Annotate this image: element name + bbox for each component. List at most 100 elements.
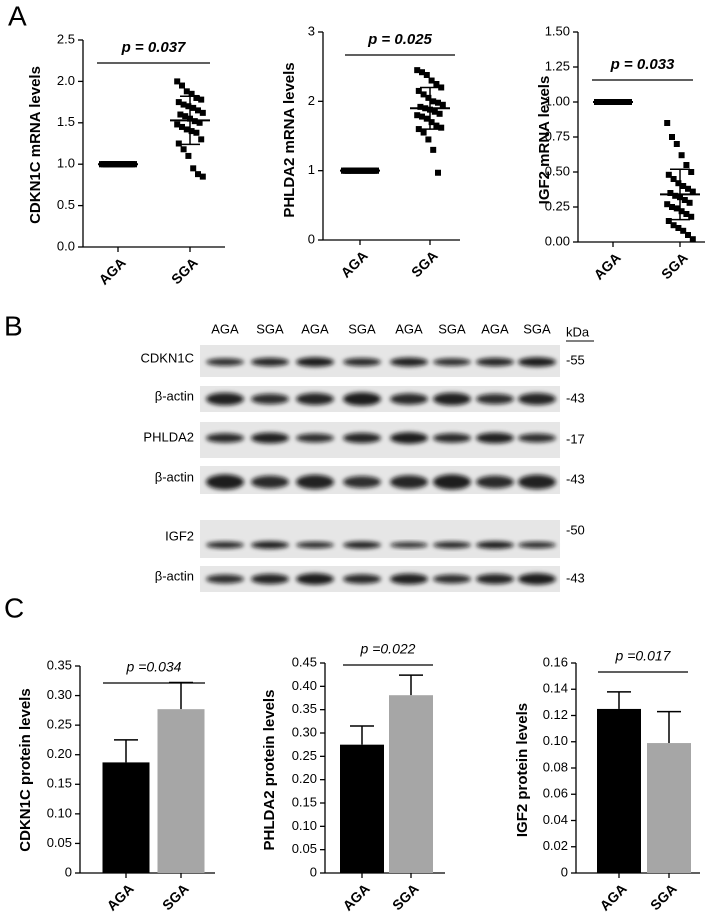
lane-label: SGA (523, 321, 551, 336)
y-tick-label: 0.25 (292, 748, 317, 763)
x-tick-label: SGA (389, 880, 422, 913)
data-point (182, 113, 189, 120)
blot-band (476, 357, 514, 367)
blot-band (251, 393, 289, 405)
data-point (438, 124, 445, 131)
data-point (675, 180, 682, 187)
data-point (430, 98, 437, 105)
blot-band (251, 475, 289, 489)
blot-band (476, 573, 514, 585)
data-point (428, 119, 435, 126)
data-point (433, 122, 440, 129)
data-point (190, 104, 197, 111)
bar (647, 743, 691, 873)
blot-band (390, 393, 428, 405)
y-tick-label: 0.40 (292, 678, 317, 693)
size-marker: -17 (566, 431, 585, 446)
blot-band (518, 357, 556, 367)
data-point (673, 205, 680, 212)
y-tick-label: 0.30 (47, 687, 72, 702)
data-point (431, 108, 438, 115)
blot-band (296, 573, 334, 585)
blot-band (296, 541, 334, 549)
y-tick-label: 0.06 (543, 786, 568, 801)
x-tick-label: AGA (103, 880, 136, 913)
data-point (664, 120, 671, 126)
data-point (670, 176, 677, 182)
blot-band (518, 474, 556, 490)
data-point (685, 185, 691, 192)
y-tick-label: 0.15 (47, 776, 72, 791)
blot-band (476, 432, 514, 444)
data-point (669, 134, 675, 140)
data-point (438, 84, 445, 91)
data-point (198, 96, 205, 103)
data-point (185, 103, 192, 110)
data-point (439, 101, 446, 108)
data-point (177, 111, 184, 118)
data-point (185, 152, 192, 159)
data-point (688, 213, 695, 220)
blot-band (206, 541, 244, 549)
y-tick-label: 0.5 (57, 197, 75, 212)
data-point (175, 99, 182, 106)
y-tick-label: 0.05 (292, 841, 317, 856)
y-tick-label: 0.08 (543, 759, 568, 774)
y-tick-label: 0.12 (543, 707, 568, 722)
x-tick-label: SGA (647, 880, 680, 913)
y-tick-label: 0.10 (292, 818, 317, 833)
data-point (433, 81, 440, 87)
data-point (667, 190, 674, 196)
y-tick-label: 0.16 (543, 654, 568, 669)
lane-label: AGA (301, 321, 329, 336)
data-point (199, 109, 206, 116)
blot-band (433, 541, 471, 549)
y-tick-label: 2.0 (57, 73, 75, 88)
blot-band (518, 433, 556, 443)
y-tick-label: 0.25 (47, 717, 72, 732)
y-tick-label: 2.5 (57, 31, 75, 46)
blot-band (296, 357, 334, 367)
x-tick-label: AGA (590, 249, 623, 282)
x-tick-label: AGA (596, 880, 629, 913)
p-value: p = 0.033 (610, 56, 675, 73)
panel-label: C (4, 592, 24, 623)
data-point (435, 169, 441, 176)
x-tick-label: AGA (339, 880, 372, 913)
y-tick-label: 0.20 (292, 771, 317, 786)
data-point (419, 113, 425, 120)
data-point (196, 119, 203, 126)
blot-band (518, 541, 556, 549)
blot-band (206, 433, 244, 443)
data-point (199, 173, 206, 180)
data-point (417, 103, 424, 110)
blot-strip (200, 520, 560, 558)
p-value: p =0.022 (360, 641, 416, 657)
bar (389, 695, 433, 873)
lane-label: AGA (481, 321, 509, 336)
blot-band (390, 432, 428, 444)
y-tick-label: 0.30 (292, 724, 317, 739)
data-point (680, 227, 687, 234)
y-tick-label: 0.10 (47, 805, 72, 820)
y-tick-label: 0.45 (292, 654, 317, 669)
data-point (175, 140, 182, 147)
p-value: p =0.034 (126, 659, 182, 675)
data-point (414, 67, 421, 74)
data-point (689, 236, 696, 243)
data-point (420, 91, 427, 98)
data-point (430, 146, 437, 153)
data-point (425, 136, 432, 143)
y-axis-title: IGF2 protein levels (514, 703, 531, 837)
blot-band (390, 542, 428, 548)
data-point (672, 192, 679, 199)
y-tick-label: 0.25 (545, 198, 570, 213)
data-point (180, 101, 187, 108)
y-tick-label: 1.0 (57, 156, 75, 171)
data-point (174, 78, 181, 85)
y-tick-label: 0.20 (47, 746, 72, 761)
y-tick-label: 0.15 (292, 794, 317, 809)
data-point (688, 169, 695, 175)
row-label: β-actin (155, 568, 194, 583)
lane-label: AGA (211, 321, 239, 336)
